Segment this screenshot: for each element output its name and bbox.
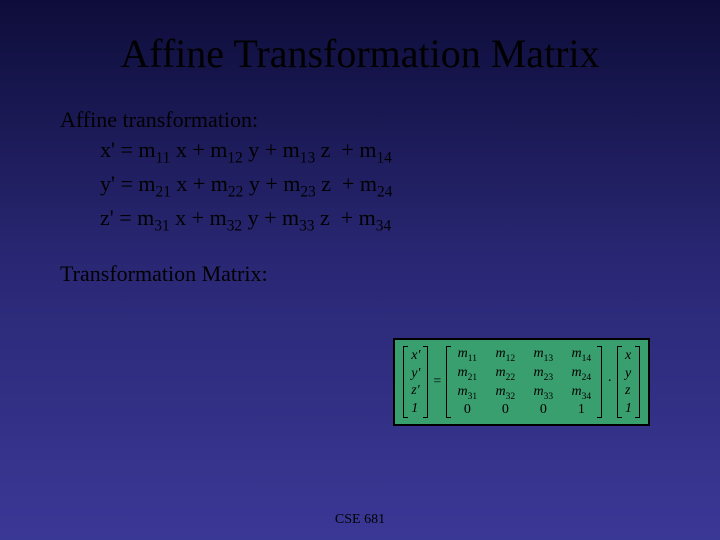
- slide-title: Affine Transformation Matrix: [60, 30, 660, 77]
- equals-sign: =: [428, 374, 446, 390]
- matrix-equation-box: x' y' z' 1 = m11m12m13m14 m21m22m23m24 m…: [393, 338, 650, 426]
- section-label: Affine transformation:: [60, 105, 660, 135]
- dot-sign: ·: [602, 374, 617, 390]
- matrix-label: Transformation Matrix:: [60, 261, 660, 287]
- equation-line-1: x' = m11 x + m12 y + m13 z + m14: [100, 135, 660, 169]
- equation-line-2: y' = m21 x + m22 y + m23 z + m24: [100, 169, 660, 203]
- input-vector: x y z 1: [622, 347, 635, 417]
- result-vector: x' y' z' 1: [408, 347, 423, 417]
- footer-course-code: CSE 681: [0, 512, 720, 528]
- equation-line-3: z' = m31 x + m32 y + m33 z + m34: [100, 203, 660, 237]
- transformation-matrix: m11m12m13m14 m21m22m23m24 m31m32m33m34 0…: [451, 346, 597, 418]
